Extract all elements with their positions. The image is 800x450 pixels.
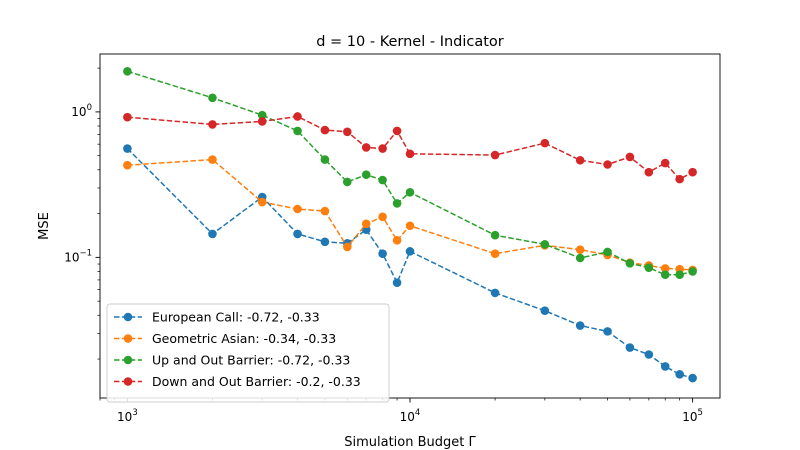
data-point [361,143,371,152]
data-point [392,126,402,136]
data-point [540,138,550,148]
legend: European Call: -0.72, -0.33 Geometric Asi… [106,303,390,403]
data-point [644,350,654,359]
data-point [660,270,670,280]
data-point [293,126,302,136]
data-point [361,170,371,180]
x-axis-label: Simulation Budget Γ [344,435,476,450]
data-point [575,253,585,263]
data-point [208,120,217,129]
data-point [405,188,415,197]
data-point [378,249,387,258]
x-tick-label: 103 [117,408,138,424]
data-point [490,230,500,240]
data-point [208,155,217,164]
data-point [293,112,302,121]
legend-label: European Call: -0.72, -0.33 [152,310,320,325]
data-point [660,264,670,273]
data-point [540,240,550,249]
data-point [257,197,267,207]
data-point [575,155,585,165]
data-point [490,150,500,160]
y-tick-label: 10−1 [64,248,92,264]
data-point [293,229,302,239]
y-tick-label: 100 [71,103,92,119]
data-point [392,278,402,287]
legend-marker [123,355,133,365]
data-point [675,370,684,379]
plot-area [123,67,697,383]
data-point [490,249,500,258]
data-point [320,206,330,216]
data-point [123,112,132,122]
chart-title: d = 10 - Kernel - Indicator [316,34,504,50]
legend-marker [123,377,133,386]
data-point [361,219,371,229]
data-point [343,242,352,252]
legend-marker [123,334,133,343]
data-point [405,247,415,256]
data-point [688,373,697,383]
data-point [320,125,330,135]
data-point [540,306,550,316]
data-point [320,237,330,247]
data-point [123,144,132,153]
data-point [575,321,585,330]
legend-label: Down and Out Barrier: -0.2, -0.33 [152,374,361,389]
legend-label: Geometric Asian: -0.34, -0.33 [152,331,336,346]
data-point [688,267,697,276]
data-point [123,67,132,76]
data-point [343,127,352,137]
x-tick-label: 104 [400,408,421,424]
data-point [625,152,635,162]
data-point [405,221,415,231]
data-point [688,167,697,177]
data-point [257,117,267,126]
data-point [293,204,302,214]
data-point [378,212,387,222]
x-tick-label: 105 [682,408,703,424]
data-point [603,327,612,336]
data-point [320,155,330,164]
data-point [625,343,635,352]
data-point [208,229,217,239]
data-point [644,167,654,177]
data-point [378,175,387,185]
data-point [123,160,132,170]
data-point [490,288,500,298]
data-point [675,174,684,184]
data-point [378,144,387,153]
data-point [660,158,670,168]
y-axis-label: MSE [37,212,52,240]
data-point [405,149,415,159]
data-point [603,247,612,257]
legend-box [106,303,390,403]
data-point [644,263,654,272]
legend-label: Up and Out Barrier: -0.72, -0.33 [152,353,350,368]
data-point [257,110,267,120]
legend-marker [123,312,133,322]
data-point [575,245,585,254]
data-point [208,93,217,103]
data-point [343,177,352,187]
data-point [660,362,670,371]
data-point [675,270,684,280]
data-point [392,199,402,208]
data-point [392,236,402,245]
data-point [603,160,612,169]
data-point [625,259,635,268]
